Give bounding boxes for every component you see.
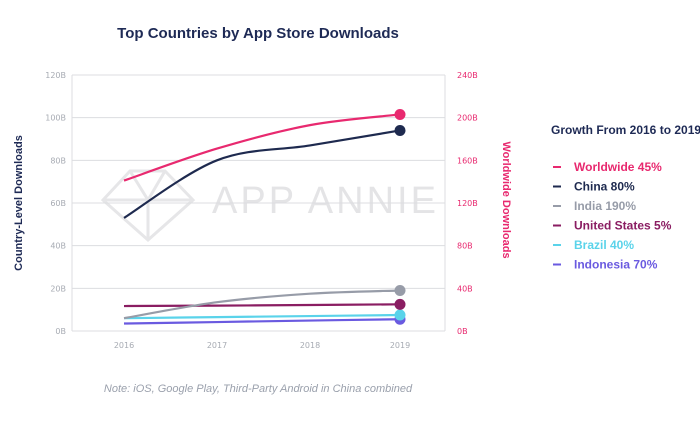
left-tick-label: 100B xyxy=(45,114,66,123)
x-axis-ticks: 2016 2017 2018 2019 xyxy=(114,341,410,350)
right-tick-label: 40B xyxy=(457,284,473,293)
left-axis-ticks: 0B 20B 40B 60B 80B 100B 120B xyxy=(45,71,66,336)
end-point-worldwide xyxy=(394,108,406,120)
legend-title: Growth From 2016 to 2019 xyxy=(551,123,700,137)
legend-label: Brazil 40% xyxy=(574,238,634,252)
right-axis-title: Worldwide Downloads xyxy=(500,141,512,258)
legend-label: Indonesia 70% xyxy=(574,258,658,272)
left-axis-title: Country-Level Downloads xyxy=(13,135,25,271)
end-point-india xyxy=(394,284,406,296)
chart-title: Top Countries by App Store Downloads xyxy=(117,25,399,42)
x-tick-label: 2019 xyxy=(390,341,410,350)
watermark: APP ANNIE xyxy=(100,169,439,243)
series-lines xyxy=(123,108,406,325)
series-line-brazil xyxy=(123,313,401,320)
left-tick-label: 40B xyxy=(50,242,66,251)
series-line-worldwide xyxy=(123,113,401,182)
right-axis-ticks: 0B 40B 80B 120B 160B 200B 240B xyxy=(457,71,478,336)
left-tick-label: 120B xyxy=(45,71,66,80)
series-line-indonesia xyxy=(123,318,401,325)
left-tick-label: 0B xyxy=(55,327,66,336)
legend-label: Worldwide 45% xyxy=(574,160,662,174)
series-line-india xyxy=(123,289,401,320)
x-tick-label: 2016 xyxy=(114,341,134,350)
right-tick-label: 0B xyxy=(457,327,468,336)
series-line-china xyxy=(123,129,401,219)
right-tick-label: 80B xyxy=(457,242,473,251)
legend: Worldwide 45% China 80% India 190% United S… xyxy=(553,160,672,272)
watermark-text: APP ANNIE xyxy=(212,180,439,222)
x-tick-label: 2017 xyxy=(207,341,227,350)
left-tick-label: 80B xyxy=(50,156,66,165)
end-point-china xyxy=(394,124,406,136)
legend-label: India 190% xyxy=(574,199,636,213)
end-point-united-states xyxy=(394,298,406,310)
series-line-united-states xyxy=(123,303,401,308)
right-tick-label: 200B xyxy=(457,114,478,123)
diamond-logo-icon xyxy=(100,169,196,243)
right-tick-label: 120B xyxy=(457,199,478,208)
left-tick-label: 20B xyxy=(50,284,66,293)
right-tick-label: 240B xyxy=(457,71,478,80)
legend-label: China 80% xyxy=(574,180,635,194)
end-point-brazil xyxy=(394,309,406,321)
footnote: Note: iOS, Google Play, Third-Party Andr… xyxy=(104,383,413,395)
gridlines xyxy=(71,74,446,332)
right-tick-label: 160B xyxy=(457,156,478,165)
legend-label: United States 5% xyxy=(574,219,672,233)
x-tick-label: 2018 xyxy=(300,341,320,350)
left-tick-label: 60B xyxy=(50,199,66,208)
